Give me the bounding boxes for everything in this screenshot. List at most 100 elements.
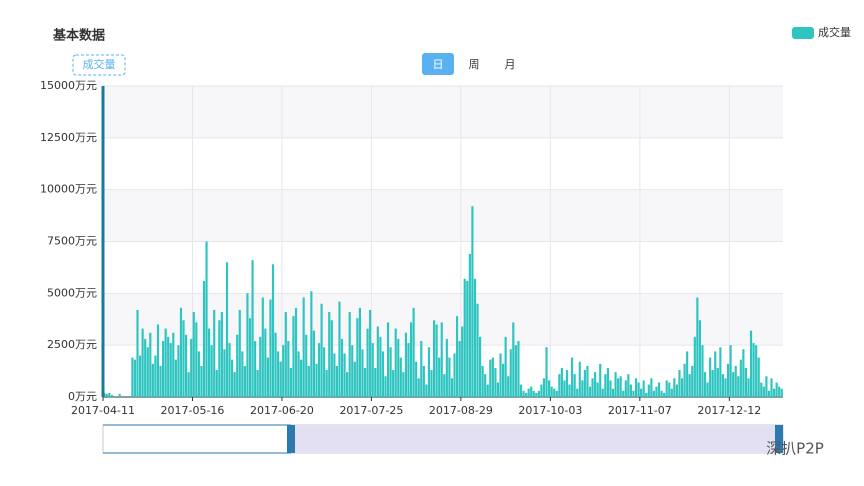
chart-title: 基本数据 (52, 28, 105, 44)
bar (660, 390, 663, 397)
bar (762, 386, 765, 397)
bar (476, 303, 479, 397)
bar (560, 367, 563, 397)
bar (716, 367, 719, 397)
bar (379, 336, 382, 397)
bar (420, 341, 423, 397)
bar (384, 376, 387, 397)
x-tick-label: 2017-12-12 (697, 404, 761, 417)
bar (619, 376, 622, 397)
bar (300, 359, 303, 397)
zoom-handle[interactable] (775, 425, 783, 453)
bar (606, 367, 609, 397)
bar (394, 328, 397, 397)
bar (369, 309, 372, 397)
bar (583, 370, 586, 397)
bar (683, 363, 686, 397)
bar (686, 351, 689, 397)
y-tick-label: 2500万元 (47, 338, 97, 351)
bar (719, 347, 722, 397)
bar (210, 345, 213, 397)
bar (133, 359, 137, 397)
bar (609, 380, 612, 397)
bar (302, 297, 305, 397)
bar (353, 361, 356, 397)
bar (532, 390, 535, 397)
bar (371, 343, 374, 397)
bar (448, 357, 451, 397)
bar (156, 324, 160, 397)
bar (655, 386, 658, 397)
bar (571, 357, 574, 397)
bar (131, 357, 134, 397)
mode-box[interactable] (72, 54, 126, 76)
bar (726, 363, 730, 397)
zoom-handle[interactable] (287, 425, 295, 453)
bar (501, 363, 505, 397)
bar (466, 280, 469, 397)
bar (218, 320, 221, 397)
bar (634, 378, 638, 397)
bar (627, 374, 630, 397)
bar (724, 378, 727, 397)
bar (397, 338, 400, 397)
bar (548, 380, 551, 397)
legend-label: 成交量 (818, 25, 851, 39)
bar (264, 328, 267, 397)
bar (778, 386, 781, 397)
bar (588, 386, 592, 397)
bar (228, 343, 231, 397)
bar (144, 338, 147, 397)
bar (412, 307, 415, 397)
button[interactable]: 周 (469, 58, 480, 71)
bar (422, 365, 425, 397)
y-tick-label: 7500万元 (47, 235, 97, 248)
bar (402, 372, 405, 397)
bar (248, 318, 252, 397)
bar (693, 336, 696, 397)
bar (294, 307, 298, 397)
bar (581, 380, 584, 397)
bar (617, 378, 620, 397)
bar (663, 392, 666, 397)
bar (757, 357, 760, 397)
bar (614, 372, 617, 397)
bar (755, 345, 758, 397)
button[interactable]: 月 (505, 58, 516, 71)
bar (680, 378, 684, 397)
bar (563, 380, 566, 397)
bar (287, 341, 290, 397)
active-button-bg[interactable] (422, 53, 454, 75)
bar (310, 291, 313, 397)
bar (450, 378, 454, 397)
bar (696, 297, 699, 397)
y-tick-label: 0万元 (68, 390, 97, 403)
bar (525, 392, 528, 397)
button[interactable]: 日 (433, 58, 444, 71)
x-tick-label: 2017-06-20 (250, 404, 314, 417)
bar (208, 328, 211, 397)
x-tick-label: 2017-08-29 (429, 404, 493, 417)
zoom-window[interactable] (291, 425, 783, 453)
bar (468, 253, 471, 397)
split-area (103, 293, 783, 346)
bar (307, 365, 310, 397)
bar (565, 370, 569, 397)
bar (348, 311, 351, 397)
bar (535, 392, 538, 397)
bar (430, 370, 433, 397)
bar (376, 326, 379, 397)
bar (594, 372, 597, 397)
legend-swatch (792, 27, 814, 39)
bar (358, 307, 362, 397)
bar (691, 365, 694, 397)
mode-label[interactable]: 成交量 (83, 57, 116, 71)
bar (767, 390, 771, 397)
bar (591, 378, 594, 397)
bar (202, 280, 206, 397)
bar (706, 382, 709, 397)
bar (624, 380, 627, 397)
bar (381, 351, 385, 397)
bar (261, 297, 264, 397)
bar (578, 361, 581, 397)
